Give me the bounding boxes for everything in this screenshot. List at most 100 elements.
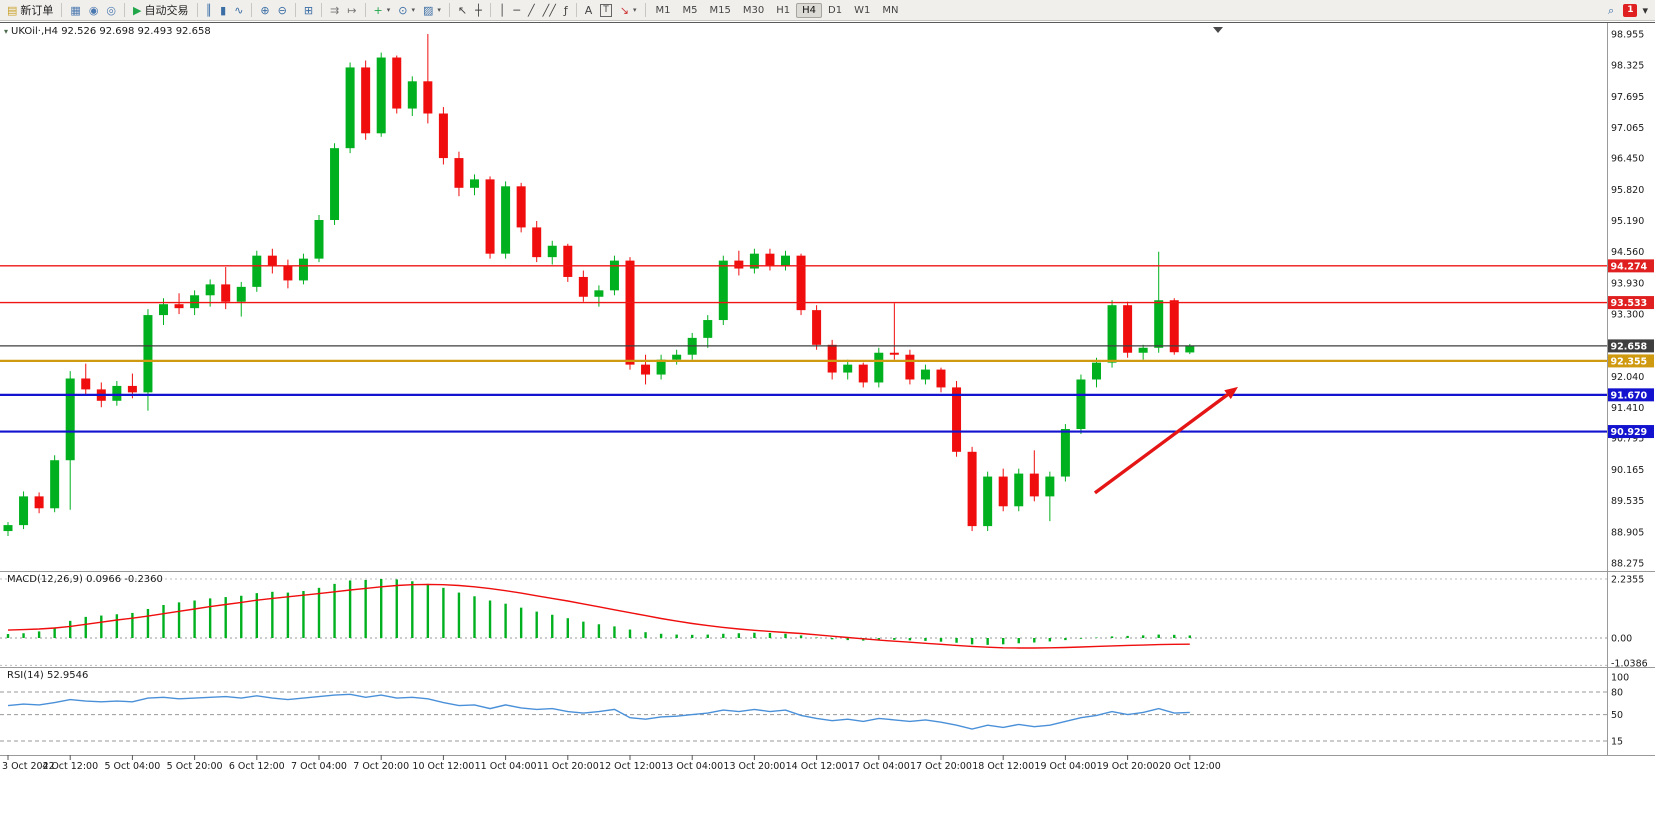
crosshair-icon[interactable]: ┼ [471,3,486,18]
new-order-button[interactable]: ▤ 新订单 [3,0,57,20]
timeframe-m1[interactable]: M1 [655,4,671,16]
add-indicator-button[interactable]: + ▾ [370,3,395,18]
arrows-button[interactable]: ↘ ▾ [616,3,641,18]
terminal-icon-glyph: ◎ [106,3,117,17]
svg-text:11 Oct 20:00: 11 Oct 20:00 [537,761,599,772]
chart-shift-icon[interactable]: ↦ [343,3,360,18]
svg-text:2.2355: 2.2355 [1611,574,1644,585]
svg-text:4 Oct 12:00: 4 Oct 12:00 [42,761,98,772]
tile-windows-icon[interactable]: ⊞ [300,3,317,18]
add-indicator-glyph: + [373,3,383,17]
svg-text:3 Oct 2022: 3 Oct 2022 [2,761,55,772]
timeframe-mn[interactable]: MN [882,4,899,16]
trend-arrow-annotation[interactable] [1093,386,1239,495]
crosshair-icon-glyph: ┼ [475,3,482,17]
fibonacci-icon-glyph: ƒ [563,3,568,17]
toolbar-separator [61,3,63,17]
ohlc-bars-icon[interactable]: ║ [202,3,217,18]
svg-text:92.658: 92.658 [1611,341,1648,352]
market-watch-icon[interactable]: ▦ [66,3,84,18]
chart-shift-icon-glyph: ↦ [347,3,357,17]
line-chart-icon[interactable]: ∿ [230,3,247,18]
macd-pane: 2.2355 0.00 -1.0386 [0,574,1648,670]
svg-text:89.535: 89.535 [1611,496,1644,507]
cursor-icon[interactable]: ↖ [454,3,471,18]
candlestick-icon[interactable]: ▮ [216,3,230,18]
svg-text:17 Oct 20:00: 17 Oct 20:00 [910,761,972,772]
line-chart-icon-glyph: ∿ [234,3,244,17]
auto-trading-button[interactable]: ▶ 自动交易 [129,0,192,20]
toolbar-separator [448,3,450,17]
svg-text:7 Oct 04:00: 7 Oct 04:00 [291,761,347,772]
toolbar-separator [364,3,366,17]
channel-icon-glyph: ╱╱ [542,3,556,17]
svg-text:10 Oct 12:00: 10 Oct 12:00 [412,761,474,772]
svg-text:98.325: 98.325 [1611,61,1644,72]
trendline-icon[interactable]: ╱ [524,3,539,18]
svg-text:5 Oct 20:00: 5 Oct 20:00 [167,761,223,772]
auto-scroll-icon-glyph: ⇉ [330,3,340,17]
navigator-icon-glyph: ◉ [88,3,99,17]
timeframe-m5[interactable]: M5 [682,4,698,16]
svg-text:97.065: 97.065 [1611,123,1644,134]
chevron-down-icon: ▾ [386,6,391,14]
text-icon[interactable]: A [581,3,597,18]
toolbar-right: ⌕ 1 ▾ [1604,3,1652,18]
arrows-glyph: ↘ [619,3,629,17]
timeframe-h4[interactable]: H4 [796,2,822,18]
fibonacci-icon[interactable]: ƒ [560,3,572,18]
svg-text:90.929: 90.929 [1611,427,1648,438]
channel-icon[interactable]: ╱╱ [539,3,560,18]
new-order-button-label: 新订单 [20,4,54,17]
svg-text:98.955: 98.955 [1611,30,1644,41]
chart-canvas[interactable]: 98.955 98.325 97.695 97.065 96.450 95.820 95.1… [0,21,1655,822]
notification-badge[interactable]: 1 [1623,3,1638,17]
navigator-icon[interactable]: ◉ [85,3,103,18]
svg-text:91.410: 91.410 [1611,403,1644,414]
auto-trading-button-label: 自动交易 [144,4,189,17]
svg-text:19 Oct 20:00: 19 Oct 20:00 [1097,761,1159,772]
timeframe-h1[interactable]: H1 [776,4,791,16]
timeframe-d1[interactable]: D1 [828,4,843,16]
svg-text:96.450: 96.450 [1611,154,1644,165]
toolbar-separator [321,3,323,17]
periods-button[interactable]: ⊙ ▾ [394,3,419,18]
toolbar-separator [644,3,646,17]
svg-text:13 Oct 20:00: 13 Oct 20:00 [723,761,785,772]
search-button[interactable]: ⌕ [1604,3,1618,18]
text-label-icon-glyph: T [600,3,612,17]
zoom-out-icon[interactable]: ⊖ [274,3,291,18]
vertical-line-icon-glyph: │ [498,3,506,17]
zoom-in-icon[interactable]: ⊕ [256,3,273,18]
candlestick-icon-glyph: ▮ [220,3,227,17]
text-label-icon[interactable]: T [596,2,616,19]
timeframe-m30[interactable]: M30 [742,4,765,16]
horizontal-lines[interactable] [0,265,1607,433]
svg-text:14 Oct 12:00: 14 Oct 12:00 [786,761,848,772]
svg-text:13 Oct 04:00: 13 Oct 04:00 [661,761,723,772]
vertical-line-icon[interactable]: │ [495,3,510,18]
price-axis[interactable]: 98.955 98.325 97.695 97.065 96.450 95.820 95.1… [1611,30,1644,570]
ohlc-bars-icon-glyph: ║ [205,3,213,17]
svg-text:12 Oct 12:00: 12 Oct 12:00 [599,761,661,772]
svg-text:88.275: 88.275 [1611,559,1644,570]
market-watch-icon-glyph: ▦ [70,3,81,17]
templates-button[interactable]: ▨ ▾ [419,3,445,18]
search-icon: ⌕ [1608,3,1615,17]
auto-scroll-icon[interactable]: ⇉ [326,3,343,18]
new-order-glyph: ▤ [7,3,18,17]
terminal-icon[interactable]: ◎ [102,3,120,18]
timeframe-m15[interactable]: M15 [709,4,731,16]
templates-glyph: ▨ [422,3,434,17]
chevron-down-icon: ▾ [411,6,415,14]
svg-text:94.274: 94.274 [1611,261,1648,272]
horizontal-line-icon[interactable]: ─ [509,3,524,18]
auto-trading-glyph: ▶ [133,3,142,17]
svg-text:50: 50 [1611,710,1623,721]
timeframe-w1[interactable]: W1 [854,4,871,16]
svg-text:7 Oct 20:00: 7 Oct 20:00 [353,761,409,772]
cursor-icon-glyph: ↖ [457,3,468,17]
rsi-label: RSI(14) 52.9546 [7,670,89,681]
chart-shift-marker [1213,27,1223,33]
